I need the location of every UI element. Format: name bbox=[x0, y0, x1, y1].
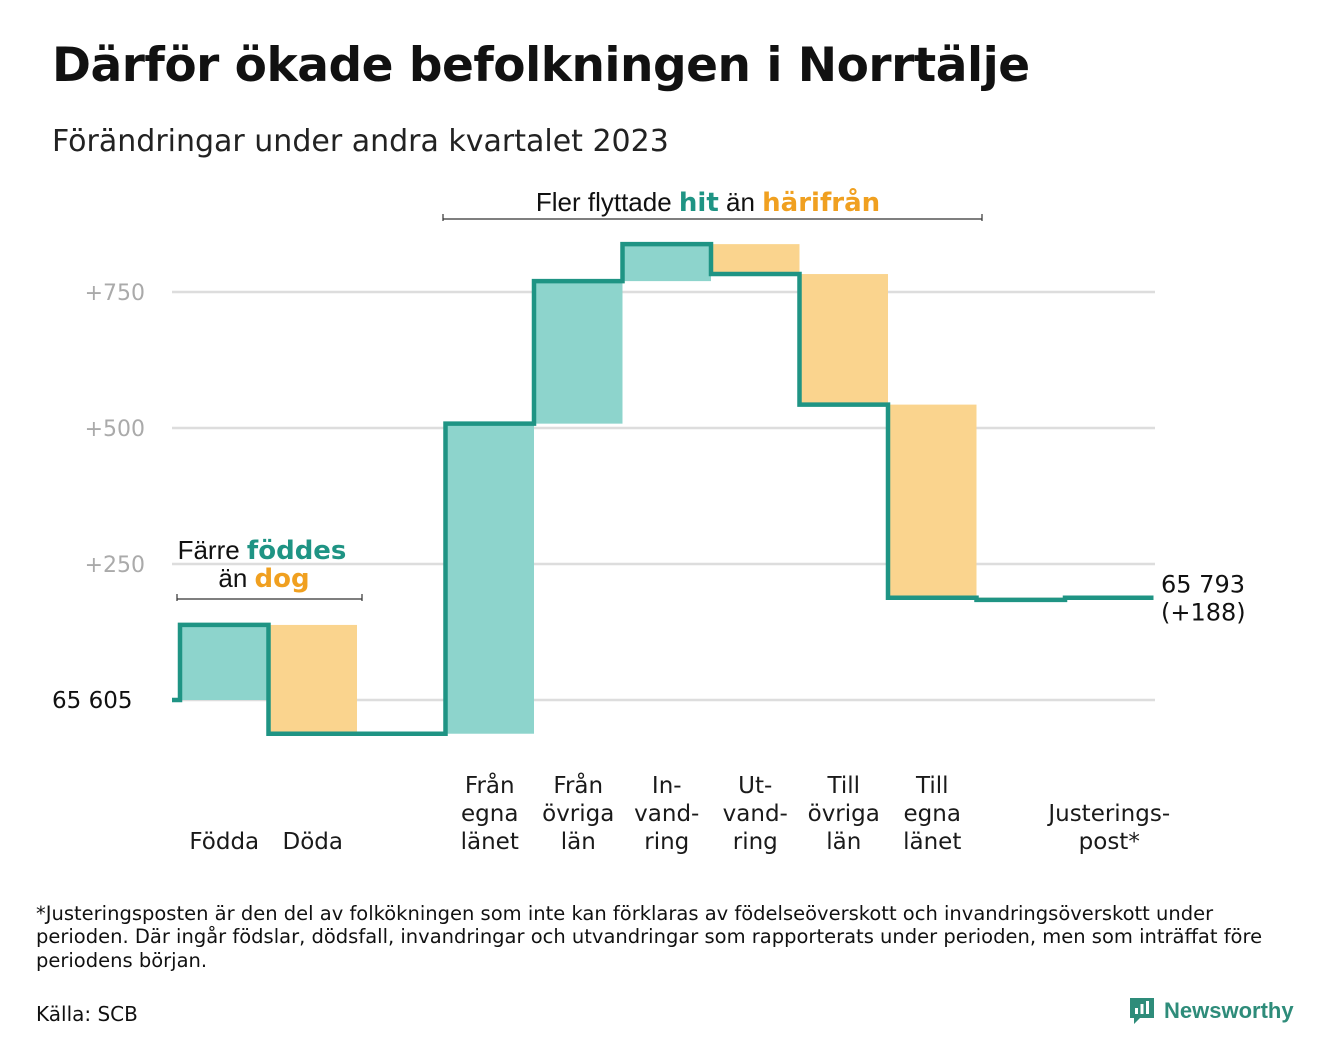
category-label: län bbox=[561, 829, 596, 855]
waterfall-bar bbox=[799, 274, 888, 405]
y-tick-label: +750 bbox=[85, 281, 145, 306]
category-label: län bbox=[826, 829, 861, 855]
category-label: Från bbox=[465, 771, 515, 799]
line-layer bbox=[172, 241, 1154, 736]
brand-name: Newsworthy bbox=[1164, 998, 1294, 1023]
category-label: Till bbox=[915, 773, 949, 799]
category-label: vand- bbox=[634, 801, 699, 827]
category-label: Födda bbox=[189, 829, 259, 855]
category-label: egna bbox=[904, 801, 961, 827]
newsworthy-logo-icon bbox=[1130, 998, 1154, 1024]
category-label: länet bbox=[903, 829, 961, 855]
footnote: *Justeringsposten är den del av folkökni… bbox=[36, 902, 1263, 972]
category-label: Från bbox=[553, 771, 603, 799]
waterfall-bar bbox=[534, 281, 623, 424]
category-label: länet bbox=[461, 829, 519, 855]
waterfall-bar bbox=[268, 624, 357, 734]
waterfall-bar bbox=[180, 624, 269, 700]
end-value-label: 65 793 bbox=[1161, 571, 1245, 599]
category-label: egna bbox=[461, 801, 518, 827]
step-line bbox=[172, 241, 1154, 736]
migration-annotation: Fler flyttade hit än härifrån bbox=[536, 186, 880, 218]
waterfall-bar bbox=[445, 423, 534, 734]
category-label: Till bbox=[826, 773, 860, 799]
newsworthy-logo[interactable]: Newsworthy bbox=[1128, 996, 1294, 1026]
category-label: Justerings- bbox=[1046, 801, 1170, 827]
bar-layer bbox=[180, 244, 1154, 734]
waterfall-bar bbox=[888, 404, 977, 598]
source-credit: Källa: SCB bbox=[36, 1002, 138, 1026]
category-label: Ut- bbox=[738, 773, 772, 799]
category-label: vand- bbox=[723, 801, 788, 827]
y-tick-label: +250 bbox=[85, 553, 145, 578]
category-label: övriga bbox=[542, 801, 614, 827]
chart-subtitle: Förändringar under andra kvartalet 2023 bbox=[52, 124, 669, 159]
end-change-label: (+188) bbox=[1161, 599, 1246, 627]
category-label: ring bbox=[733, 829, 778, 855]
y-tick-label: +500 bbox=[85, 417, 145, 442]
chart-title: Därför ökade befolkningen i Norrtälje bbox=[52, 38, 1030, 93]
category-label: Döda bbox=[283, 829, 343, 855]
start-value-label: 65 605 bbox=[52, 688, 132, 714]
category-label: övriga bbox=[808, 801, 880, 827]
births-annotation-line1: Färre föddes bbox=[178, 535, 347, 566]
waterfall-bar bbox=[622, 244, 711, 282]
category-label: post* bbox=[1079, 829, 1140, 855]
category-label: In- bbox=[652, 773, 682, 799]
waterfall-bar bbox=[711, 244, 800, 275]
births-annotation-line2: än dog bbox=[218, 563, 309, 594]
category-label: ring bbox=[644, 829, 689, 855]
